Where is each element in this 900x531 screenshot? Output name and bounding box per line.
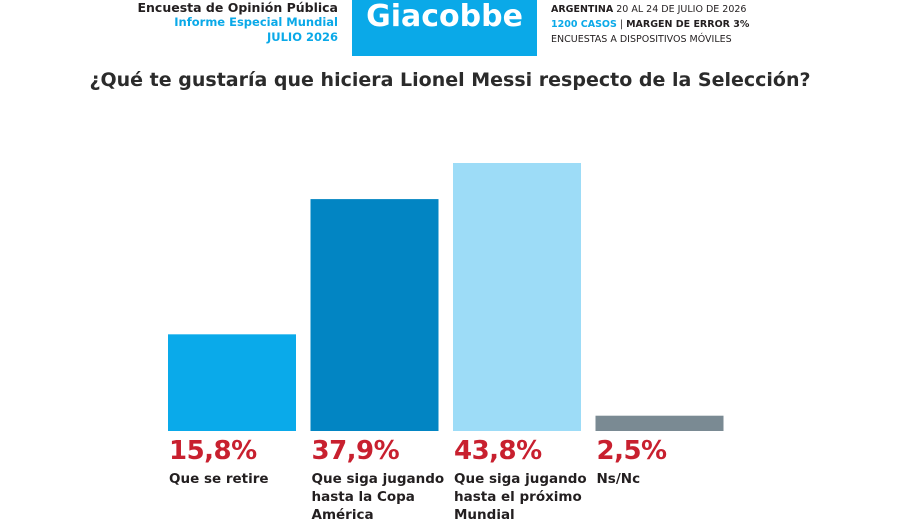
survey-header-right: ARGENTINA 20 AL 24 DE JULIO DE 2026 1200…: [551, 2, 749, 47]
survey-country: ARGENTINA: [551, 4, 614, 15]
survey-method: ENCUESTAS A DISPOSITIVOS MÓVILES: [551, 34, 732, 45]
report-name: Informe Especial Mundial: [174, 15, 338, 29]
category-label: Que se retire: [169, 471, 269, 487]
survey-header-left: Encuesta de Opinión Pública Informe Espe…: [137, 0, 338, 45]
category-label: Ns/Nc: [596, 471, 641, 487]
survey-sample-info: 1200 CASOS | MARGEN DE ERROR 3%: [551, 17, 749, 32]
value-label: 2,5%: [596, 436, 668, 466]
value-label: 15,8%: [169, 436, 257, 466]
bar-3: [453, 163, 581, 431]
bar-4: [595, 415, 724, 431]
category-label: Que siga jugando hasta el próximo Mundia…: [454, 471, 587, 523]
value-label: 43,8%: [454, 436, 542, 466]
chart-title: ¿Qué te gustaría que hiciera Lionel Mess…: [89, 69, 811, 91]
separator: |: [616, 19, 627, 30]
survey-location-dates: ARGENTINA 20 AL 24 DE JULIO DE 2026: [551, 2, 749, 17]
bar-1: [168, 334, 296, 431]
report-date: JULIO 2026: [266, 30, 338, 44]
survey-title: Encuesta de Opinión Pública: [137, 0, 338, 15]
survey-dates: 20 AL 24 DE JULIO DE 2026: [613, 4, 747, 15]
brand-logo: Giacobbe: [352, 0, 537, 56]
category-label: Que siga jugando hasta la Copa América: [311, 471, 445, 523]
value-label: 37,9%: [311, 436, 400, 466]
margin-of-error: MARGEN DE ERROR 3%: [626, 19, 750, 30]
bar-2: [310, 199, 439, 431]
survey-cases: 1200 CASOS: [551, 19, 617, 30]
